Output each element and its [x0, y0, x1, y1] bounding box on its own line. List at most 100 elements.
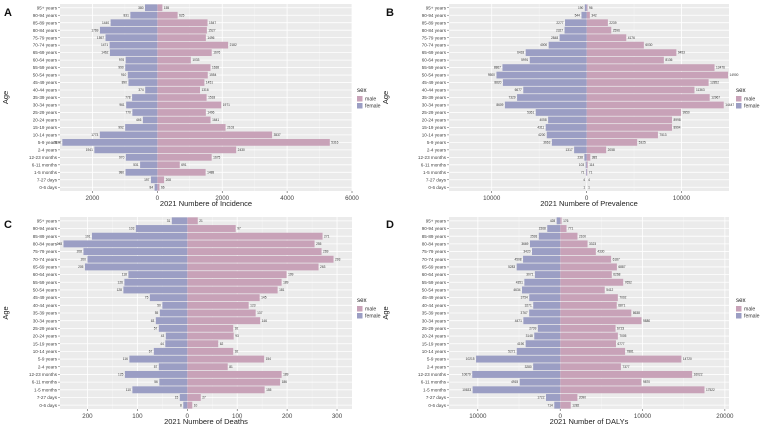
- bar-female: [554, 401, 561, 409]
- value-label-male: 96: [589, 6, 593, 10]
- x-axis-title: 2021 Number of DALYs: [550, 417, 629, 426]
- bar-male: [187, 286, 278, 294]
- y-tick-label: 80-84 years: [422, 28, 447, 33]
- bar-female: [504, 101, 587, 109]
- value-label-male: 8136: [665, 58, 672, 62]
- y-tick-label: 7-27 days: [426, 395, 447, 400]
- y-tick-label: 50-54 years: [422, 288, 447, 293]
- bar-male: [187, 363, 228, 371]
- value-label-female: 56: [154, 380, 158, 384]
- bar-male: [586, 153, 591, 161]
- value-label-male: 1496: [207, 36, 214, 40]
- value-label-male: 1488: [207, 170, 214, 174]
- value-label-male: 97: [237, 227, 241, 231]
- value-label-male: 16022: [694, 373, 703, 377]
- bar-male: [586, 101, 724, 109]
- value-label-male: 155: [266, 388, 272, 392]
- value-label-female: 63: [151, 319, 155, 323]
- y-tick-label: 15-19 years: [422, 341, 447, 346]
- y-tick-label: 75-79 years: [422, 249, 447, 254]
- value-label-female: 1: [583, 185, 585, 189]
- value-label-male: 2100: [579, 234, 586, 238]
- value-label-female: 190: [578, 6, 584, 10]
- value-label-female: 3669: [521, 242, 528, 246]
- bar-male: [560, 363, 621, 371]
- bar-male: [157, 49, 212, 56]
- bar-female: [574, 146, 587, 154]
- y-tick-label: 65-69 years: [33, 265, 58, 270]
- value-label-male: 146: [262, 319, 268, 323]
- value-label-male: 10: [194, 403, 198, 407]
- value-label-male: 691: [181, 163, 187, 167]
- bar-male: [187, 301, 249, 309]
- bar-female: [62, 139, 158, 146]
- bar-male: [560, 255, 612, 263]
- value-label-male: 1554: [209, 73, 216, 77]
- y-axis-title: Age: [1, 306, 10, 319]
- bar-male: [560, 309, 632, 317]
- panel-letter: C: [4, 219, 12, 231]
- value-label-female: 125: [118, 373, 124, 377]
- bar-female: [128, 271, 188, 279]
- y-tick-label: 15-19 years: [33, 341, 58, 346]
- value-label-male: 189: [283, 373, 289, 377]
- value-label-female: 961: [119, 103, 125, 107]
- value-label-female: 200: [81, 257, 87, 261]
- bar-male: [586, 94, 710, 101]
- value-label-male: 8998: [674, 118, 681, 122]
- y-tick-label: 45-49 years: [422, 295, 447, 300]
- value-label-female: 3280: [525, 365, 532, 369]
- value-label-male: 181: [279, 288, 285, 292]
- bar-female: [581, 11, 587, 19]
- bar-male: [187, 240, 315, 248]
- y-tick-label: 7-27 days: [426, 177, 447, 182]
- value-label-female: 8820: [494, 81, 501, 85]
- value-label-female: 2593: [530, 234, 537, 238]
- bar-male: [560, 271, 612, 279]
- x-tick-label: 0: [156, 195, 160, 202]
- y-tick-label: 70-74 years: [33, 43, 58, 48]
- bar-female: [585, 161, 587, 169]
- value-label-female: 446: [136, 118, 142, 122]
- value-label-female: 4000: [540, 43, 547, 47]
- y-tick-label: 12-23 months: [418, 155, 447, 160]
- bar-female: [128, 79, 158, 86]
- value-label-female: 71: [581, 170, 585, 174]
- bar-female: [551, 139, 587, 146]
- y-tick-label: 5-9 years: [427, 357, 447, 362]
- value-label-female: 4915: [511, 380, 518, 384]
- bar-male: [187, 394, 201, 401]
- value-label-female: 238: [578, 155, 584, 159]
- value-label-female: 3148: [526, 334, 533, 338]
- y-tick-label: 50-54 years: [422, 73, 447, 78]
- y-tick-label: 15-19 years: [33, 125, 58, 130]
- value-label-female: 980: [119, 170, 125, 174]
- value-label-female: 3754: [521, 296, 528, 300]
- value-label-male: 1496: [207, 111, 214, 115]
- y-tick-label: 40-44 years: [422, 303, 447, 308]
- bar-female: [529, 294, 561, 302]
- legend-title: sex: [357, 87, 368, 94]
- bar-female: [584, 4, 587, 12]
- bar-male: [560, 286, 605, 294]
- bar-male: [187, 225, 236, 232]
- x-tick-label: 0: [558, 413, 562, 420]
- y-tick-label: 50-54 years: [33, 288, 58, 293]
- bar-female: [132, 386, 188, 394]
- value-label-female: 3271: [525, 303, 532, 307]
- value-label-female: 4634: [513, 288, 520, 292]
- bar-female: [145, 4, 158, 12]
- y-tick-label: 2-4 years: [427, 147, 447, 152]
- bar-male: [586, 41, 644, 49]
- value-label-male: 2090: [579, 396, 586, 400]
- value-label-male: 9880: [643, 319, 650, 323]
- bar-male: [157, 64, 211, 71]
- bar-female: [565, 19, 587, 27]
- value-label-female: 84: [150, 185, 154, 189]
- legend-label-male: male: [365, 307, 376, 313]
- bar-male: [187, 340, 219, 348]
- legend-swatch-male: [357, 306, 363, 312]
- legend-swatch-female: [357, 313, 363, 319]
- value-label-male: 771: [568, 227, 574, 231]
